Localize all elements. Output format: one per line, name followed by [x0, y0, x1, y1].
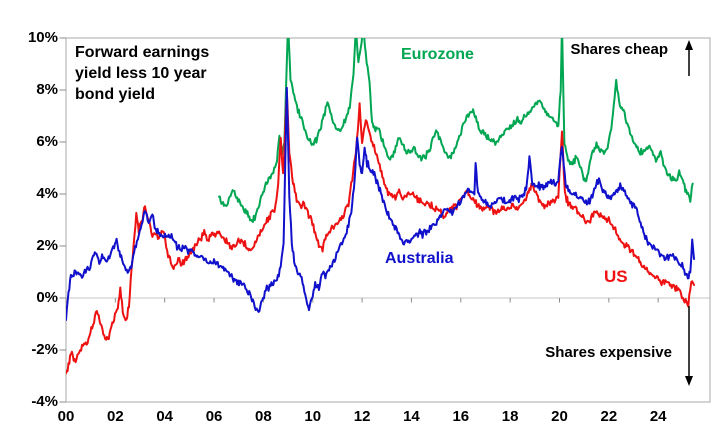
y-tick-label: 8%: [36, 81, 58, 98]
x-tick-label: 20: [551, 408, 568, 425]
x-tick-label: 16: [452, 408, 470, 425]
x-tick-label: 18: [501, 408, 519, 425]
series-line-eurozone: [218, 38, 694, 223]
shares-expensive-arrowhead: [685, 376, 693, 386]
series-line-australia: [66, 86, 695, 322]
series-label-us: US: [604, 267, 628, 286]
y-tick-label: 0%: [36, 289, 58, 306]
series-label-australia: Australia: [385, 250, 454, 267]
plot-frame: [65, 37, 711, 403]
x-tick-label: 12: [353, 408, 371, 425]
x-tick-label: 02: [107, 408, 124, 425]
x-tick-label: 24: [649, 408, 667, 425]
y-tick-label: 6%: [36, 133, 58, 150]
annotation-shares-cheap: Shares cheap: [570, 41, 668, 58]
x-tick-label: 22: [600, 408, 618, 425]
series-line-us: [66, 90, 695, 375]
y-tick-label: 4%: [36, 185, 58, 202]
annotation-shares-expensive: Shares expensive: [545, 344, 672, 361]
y-tick-label: -2%: [31, 341, 58, 358]
x-tick-label: 00: [57, 408, 75, 425]
x-tick-label: 08: [255, 408, 272, 425]
x-tick-label: 04: [156, 408, 174, 425]
x-tick-label: 06: [205, 408, 223, 425]
x-tick-label: 14: [403, 408, 420, 425]
series-label-eurozone: Eurozone: [401, 46, 474, 63]
chart-title: Forward earnings yield less 10 year bond…: [75, 44, 210, 103]
y-tick-label: 10%: [27, 29, 58, 46]
y-tick-label: 2%: [36, 237, 58, 254]
shares-cheap-arrowhead: [685, 40, 693, 50]
x-tick-label: 10: [304, 408, 322, 425]
y-tick-label: -4%: [31, 393, 58, 410]
